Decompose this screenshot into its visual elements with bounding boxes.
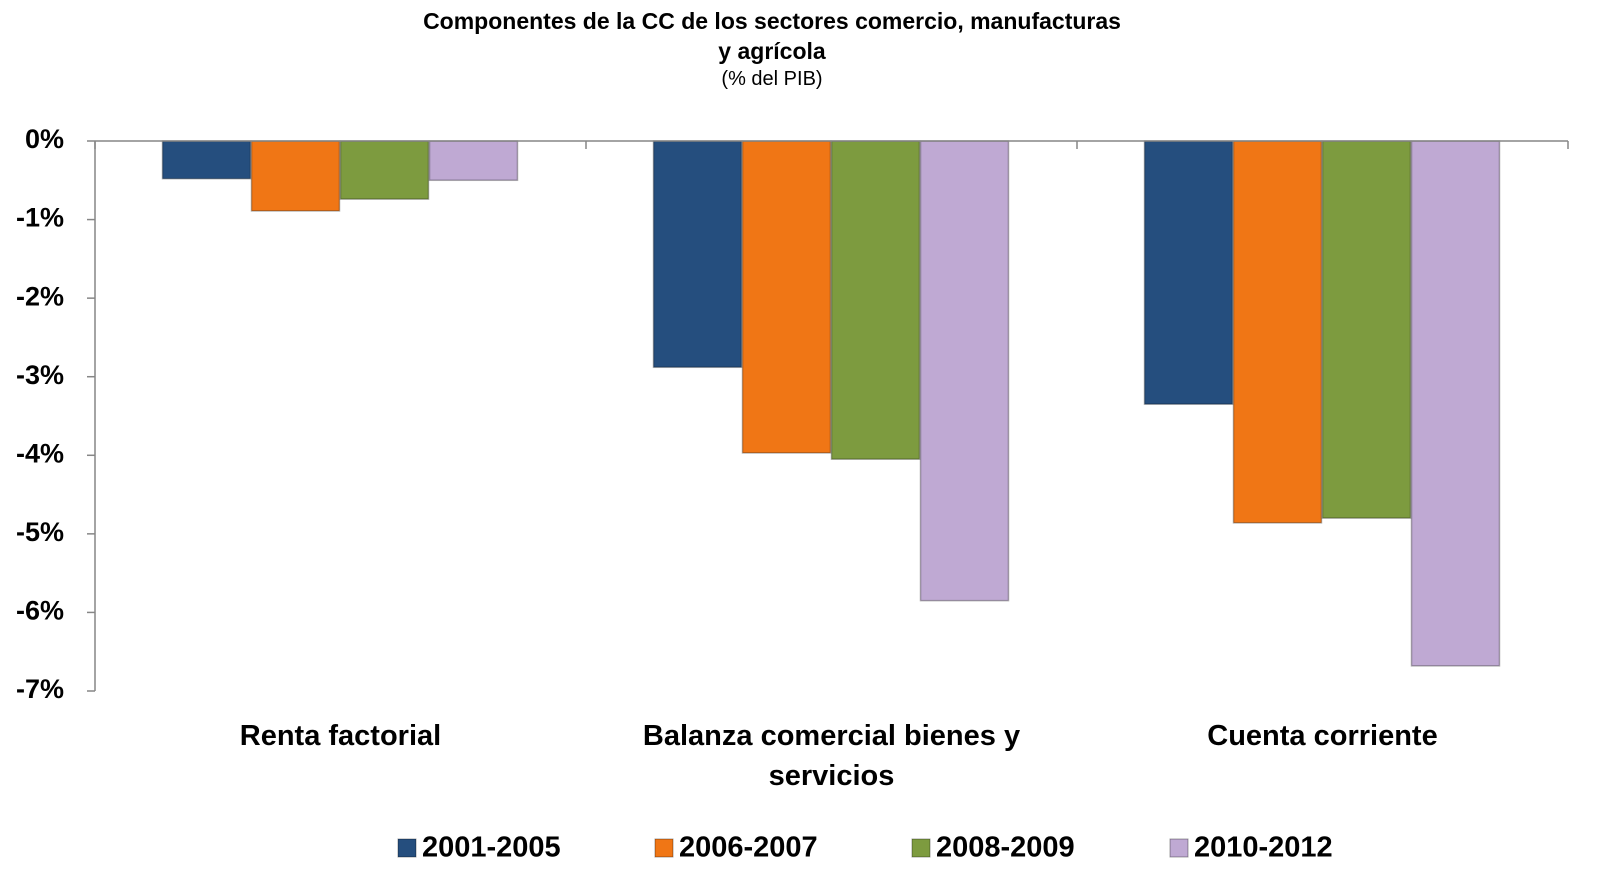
- bar: [161, 140, 252, 180]
- y-tick-label: -5%: [16, 517, 64, 547]
- y-tick-label: -6%: [16, 596, 64, 626]
- y-tick-label: -3%: [16, 360, 64, 390]
- bar: [652, 140, 743, 369]
- legend-label: 2006-2007: [679, 832, 818, 864]
- x-tick-label: Cuenta corriente: [1207, 720, 1438, 752]
- legend-swatch: [1169, 838, 1189, 858]
- bar: [1232, 140, 1323, 524]
- bar: [830, 140, 921, 460]
- legend-label: 2010-2012: [1194, 832, 1333, 864]
- legend-swatch: [654, 838, 674, 858]
- y-tick-label: -4%: [16, 438, 64, 468]
- y-tick-label: -7%: [16, 674, 64, 704]
- legend-swatch: [911, 838, 931, 858]
- bar: [919, 140, 1010, 602]
- x-tick-label: Balanza comercial bienes y servicios: [642, 720, 1021, 792]
- bar: [741, 140, 832, 454]
- y-tick-label: -1%: [16, 203, 64, 233]
- bar: [1143, 140, 1234, 405]
- bar: [1410, 140, 1501, 667]
- legend-label: 2001-2005: [422, 832, 561, 864]
- y-tick-label: 0%: [25, 124, 64, 154]
- x-tick-label: Renta factorial: [239, 720, 442, 752]
- chart-subtitle: (% del PIB): [721, 68, 823, 90]
- bar: [1321, 140, 1412, 519]
- legend-swatch: [397, 838, 417, 858]
- chart-title: Componentes de la CC de los sectores com…: [423, 8, 1121, 64]
- legend-label: 2008-2009: [936, 832, 1075, 864]
- bar: [428, 140, 519, 182]
- bar: [339, 140, 430, 200]
- y-tick-label: -2%: [16, 281, 64, 311]
- bar: [250, 140, 341, 212]
